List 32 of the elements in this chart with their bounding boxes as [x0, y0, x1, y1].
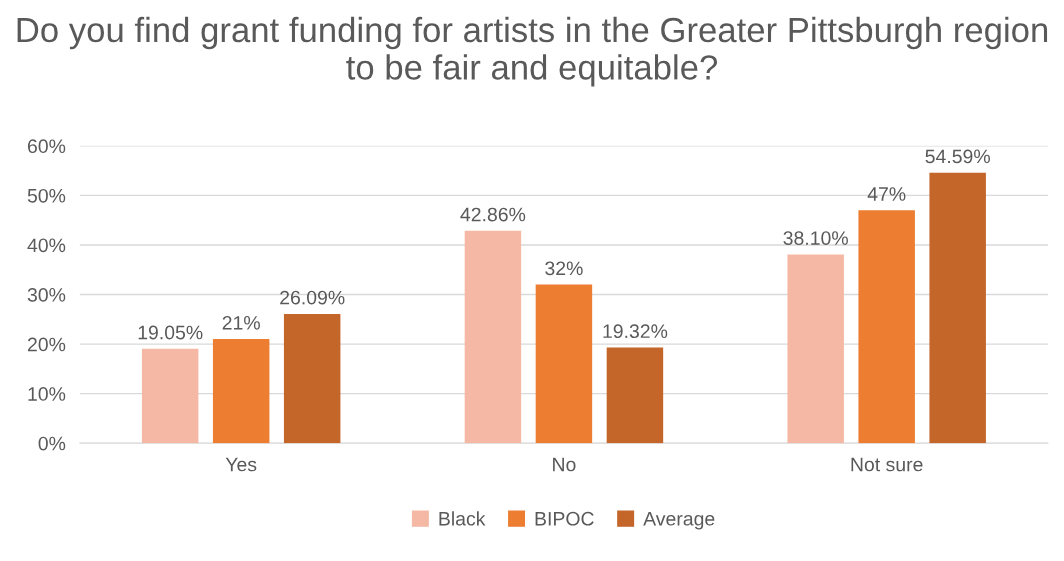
- data-label: 21%: [222, 315, 260, 330]
- y-tick-label: 60%: [27, 139, 66, 154]
- y-tick-label: 10%: [28, 387, 66, 401]
- chart-title: Do you find grant funding for artists in the Greater Pittsburgh region to be fair and equitable?: [17, 16, 1048, 87]
- bar: [464, 230, 522, 444]
- bar: [606, 347, 664, 444]
- data-label: 26.09%: [280, 290, 345, 305]
- bar: [929, 172, 986, 444]
- data-label: 19.05%: [138, 325, 203, 340]
- y-tick-label: 40%: [27, 238, 66, 253]
- x-tick-label: No: [553, 457, 576, 472]
- bar: [212, 339, 270, 444]
- bar: [141, 348, 199, 444]
- x-tick-label: Yes: [225, 457, 257, 472]
- data-label: 54.59%: [925, 149, 990, 164]
- legend-label: BIPOC: [535, 511, 594, 526]
- data-label: 19.32%: [603, 324, 668, 339]
- y-tick-label: 50%: [27, 188, 66, 203]
- legend-label: Black: [439, 511, 486, 526]
- bar: [283, 313, 341, 444]
- y-tick-label: 30%: [27, 287, 66, 302]
- data-label: 42.86%: [460, 207, 526, 222]
- data-label: 38.10%: [783, 231, 848, 245]
- bar: [787, 254, 844, 444]
- data-label: 32%: [545, 261, 583, 276]
- bar: [858, 210, 915, 444]
- y-tick-label: 20%: [27, 337, 66, 352]
- data-label: 47%: [867, 187, 906, 201]
- bar: [535, 284, 593, 444]
- x-tick-label: Not sure: [851, 457, 923, 472]
- y-tick-label: 0%: [38, 436, 66, 451]
- legend-label: Average: [643, 512, 715, 530]
